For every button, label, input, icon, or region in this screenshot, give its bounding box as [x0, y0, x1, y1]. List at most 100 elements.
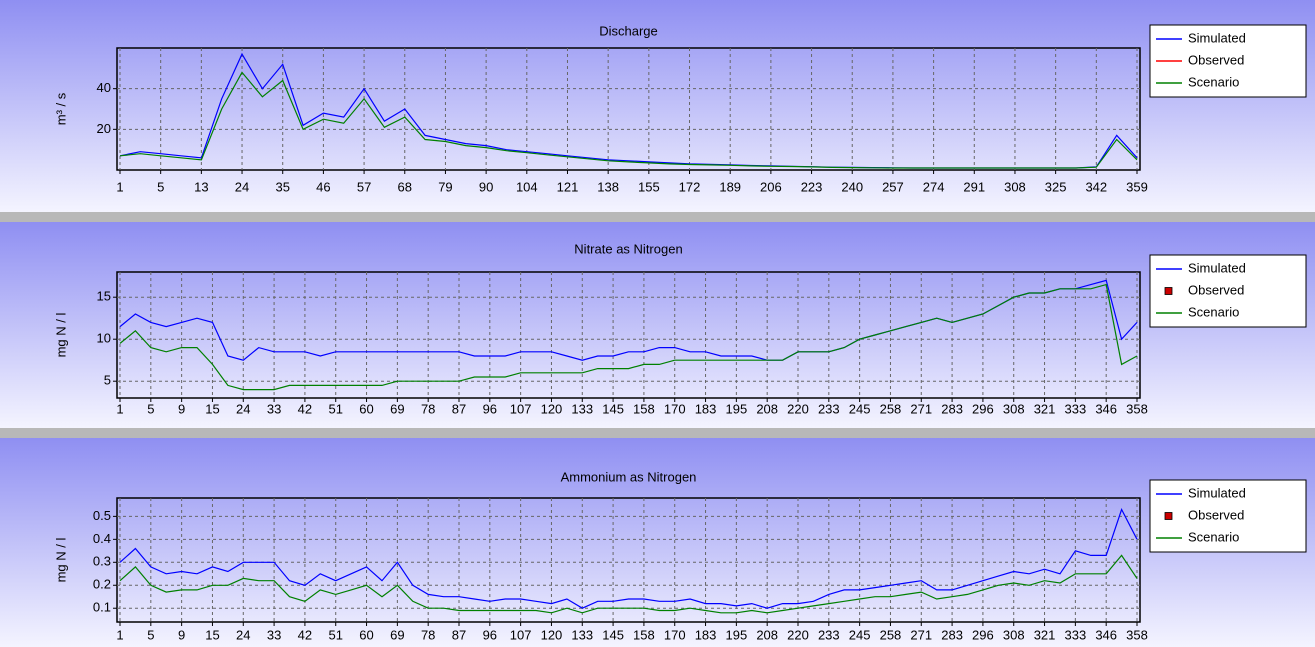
- y-axis-label: mg N / l: [53, 313, 68, 358]
- y-tick-label: 40: [97, 80, 111, 95]
- x-tick-label: 51: [328, 401, 342, 416]
- x-tick-label: 158: [633, 627, 655, 642]
- x-tick-label: 5: [157, 179, 164, 194]
- x-tick-label: 296: [972, 401, 994, 416]
- x-tick-label: 358: [1126, 401, 1148, 416]
- x-tick-label: 145: [602, 401, 624, 416]
- x-tick-label: 107: [510, 627, 532, 642]
- x-tick-label: 78: [421, 401, 435, 416]
- x-tick-label: 155: [638, 179, 660, 194]
- x-tick-label: 107: [510, 401, 532, 416]
- x-tick-label: 183: [695, 627, 717, 642]
- series-line: [119, 283, 1138, 391]
- y-tick-label: 0.4: [93, 531, 111, 546]
- x-tick-label: 291: [963, 179, 985, 194]
- x-tick-label: 1: [116, 179, 123, 194]
- x-tick-label: 308: [1003, 627, 1025, 642]
- x-tick-label: 158: [633, 401, 655, 416]
- x-tick-label: 195: [726, 401, 748, 416]
- x-tick-label: 46: [316, 179, 330, 194]
- legend-label: Observed: [1188, 507, 1244, 522]
- chart-title: Nitrate as Nitrogen: [574, 241, 682, 256]
- x-tick-label: 120: [541, 401, 563, 416]
- x-tick-label: 245: [849, 627, 871, 642]
- legend-label: Scenario: [1188, 74, 1239, 89]
- x-tick-label: 333: [1065, 401, 1087, 416]
- x-tick-label: 9: [178, 627, 185, 642]
- y-tick-label: 0.5: [93, 508, 111, 523]
- x-tick-label: 133: [571, 627, 593, 642]
- x-tick-label: 60: [359, 401, 373, 416]
- x-tick-label: 283: [941, 401, 963, 416]
- x-tick-label: 24: [236, 401, 250, 416]
- x-tick-label: 9: [178, 401, 185, 416]
- x-tick-label: 96: [483, 627, 497, 642]
- x-tick-label: 296: [972, 627, 994, 642]
- plot-area: [116, 47, 1141, 171]
- x-tick-label: 208: [756, 401, 778, 416]
- x-tick-label: 233: [818, 401, 840, 416]
- legend-marker: [1164, 287, 1173, 295]
- x-tick-label: 346: [1095, 627, 1117, 642]
- y-tick-label: 0.3: [93, 554, 111, 569]
- x-tick-label: 283: [941, 627, 963, 642]
- x-tick-label: 321: [1034, 401, 1056, 416]
- x-tick-label: 33: [267, 627, 281, 642]
- x-tick-label: 5: [147, 627, 154, 642]
- x-tick-label: 333: [1065, 627, 1087, 642]
- x-tick-label: 233: [818, 627, 840, 642]
- legend-label: Observed: [1188, 282, 1244, 297]
- x-tick-label: 195: [726, 627, 748, 642]
- x-tick-label: 170: [664, 627, 686, 642]
- x-tick-label: 274: [923, 179, 945, 194]
- legend: [1149, 254, 1307, 328]
- x-tick-label: 79: [438, 179, 452, 194]
- y-axis-label: mg N / l: [53, 538, 68, 583]
- x-tick-label: 358: [1126, 627, 1148, 642]
- x-tick-label: 271: [910, 627, 932, 642]
- x-tick-label: 133: [571, 401, 593, 416]
- x-tick-label: 57: [357, 179, 371, 194]
- y-tick-label: 20: [97, 121, 111, 136]
- x-tick-label: 42: [298, 627, 312, 642]
- x-tick-label: 189: [719, 179, 741, 194]
- x-tick-label: 321: [1034, 627, 1056, 642]
- x-tick-label: 257: [882, 179, 904, 194]
- x-tick-label: 359: [1126, 179, 1148, 194]
- legend-marker: [1164, 512, 1173, 520]
- x-tick-label: 69: [390, 627, 404, 642]
- y-tick-label: 5: [104, 373, 111, 388]
- separator: [0, 212, 1315, 222]
- x-tick-label: 15: [205, 627, 219, 642]
- x-tick-label: 13: [194, 179, 208, 194]
- legend-label: Scenario: [1188, 529, 1239, 544]
- x-tick-label: 90: [479, 179, 493, 194]
- legend-label: Simulated: [1188, 485, 1246, 500]
- legend-label: Scenario: [1188, 304, 1239, 319]
- x-tick-label: 258: [880, 627, 902, 642]
- x-tick-label: 325: [1045, 179, 1067, 194]
- x-tick-label: 346: [1095, 401, 1117, 416]
- x-tick-label: 87: [452, 627, 466, 642]
- x-tick-label: 120: [541, 627, 563, 642]
- x-tick-label: 342: [1085, 179, 1107, 194]
- y-tick-label: 15: [97, 289, 111, 304]
- plot-area: [116, 497, 1141, 623]
- series-line: [119, 71, 1138, 169]
- x-tick-label: 172: [679, 179, 701, 194]
- y-axis-label: m³ / s: [53, 92, 68, 125]
- series-line: [119, 507, 1138, 609]
- x-tick-label: 145: [602, 627, 624, 642]
- x-tick-label: 35: [275, 179, 289, 194]
- x-tick-label: 96: [483, 401, 497, 416]
- panel-background: [0, 222, 1315, 428]
- x-tick-label: 15: [205, 401, 219, 416]
- x-tick-label: 220: [787, 401, 809, 416]
- x-tick-label: 51: [328, 627, 342, 642]
- x-tick-label: 104: [516, 179, 538, 194]
- x-tick-label: 24: [235, 179, 249, 194]
- y-tick-label: 10: [97, 331, 111, 346]
- x-tick-label: 240: [841, 179, 863, 194]
- x-tick-label: 183: [695, 401, 717, 416]
